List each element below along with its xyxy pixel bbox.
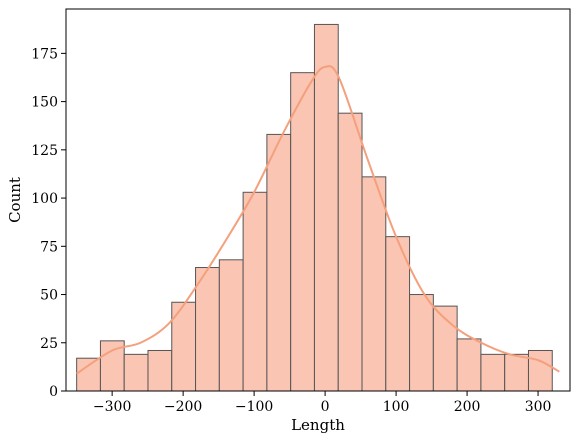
histogram-bar bbox=[313, 23, 339, 392]
histogram-bar bbox=[337, 112, 363, 392]
y-tick-label: 0 bbox=[49, 384, 58, 400]
x-tick-label: 100 bbox=[383, 399, 410, 415]
histogram-bar bbox=[456, 338, 482, 392]
histogram-bar bbox=[242, 191, 268, 392]
y-tick-label: 25 bbox=[40, 336, 58, 352]
y-tick-label: 150 bbox=[31, 95, 58, 111]
histogram-bar bbox=[123, 353, 149, 392]
y-tick-label: 100 bbox=[31, 191, 58, 207]
y-tick-label: 50 bbox=[40, 288, 58, 304]
histogram-bar bbox=[504, 353, 529, 392]
histogram-bar bbox=[195, 267, 220, 392]
x-axis: −300 −200 −100 0 100 200 300 bbox=[93, 391, 552, 415]
y-axis-label: Count bbox=[6, 177, 24, 223]
histogram-bar bbox=[361, 176, 387, 392]
x-tick-label: −200 bbox=[164, 399, 202, 415]
histogram-bar bbox=[147, 349, 173, 392]
x-tick-label: 300 bbox=[525, 399, 552, 415]
histogram-bar bbox=[480, 353, 506, 392]
histogram-bar bbox=[290, 72, 315, 392]
histogram-bar bbox=[409, 294, 434, 392]
y-axis: 0 25 50 75 100 125 150 175 bbox=[31, 46, 66, 400]
x-axis-label: Length bbox=[291, 416, 345, 434]
x-tick-label: 0 bbox=[321, 399, 330, 415]
y-tick-label: 175 bbox=[31, 46, 58, 62]
y-tick-label: 75 bbox=[40, 239, 58, 255]
histogram-bar bbox=[76, 357, 101, 392]
kde-curve bbox=[76, 65, 560, 375]
x-tick-label: 200 bbox=[454, 399, 481, 415]
histogram-bar bbox=[266, 133, 292, 392]
y-tick-label: 125 bbox=[31, 143, 58, 159]
x-tick-label: −300 bbox=[93, 399, 131, 415]
histogram-bar bbox=[527, 349, 553, 392]
plot-frame bbox=[65, 8, 571, 392]
bars-group bbox=[76, 23, 553, 392]
x-tick-label: −100 bbox=[235, 399, 273, 415]
histogram-bar bbox=[218, 259, 244, 392]
